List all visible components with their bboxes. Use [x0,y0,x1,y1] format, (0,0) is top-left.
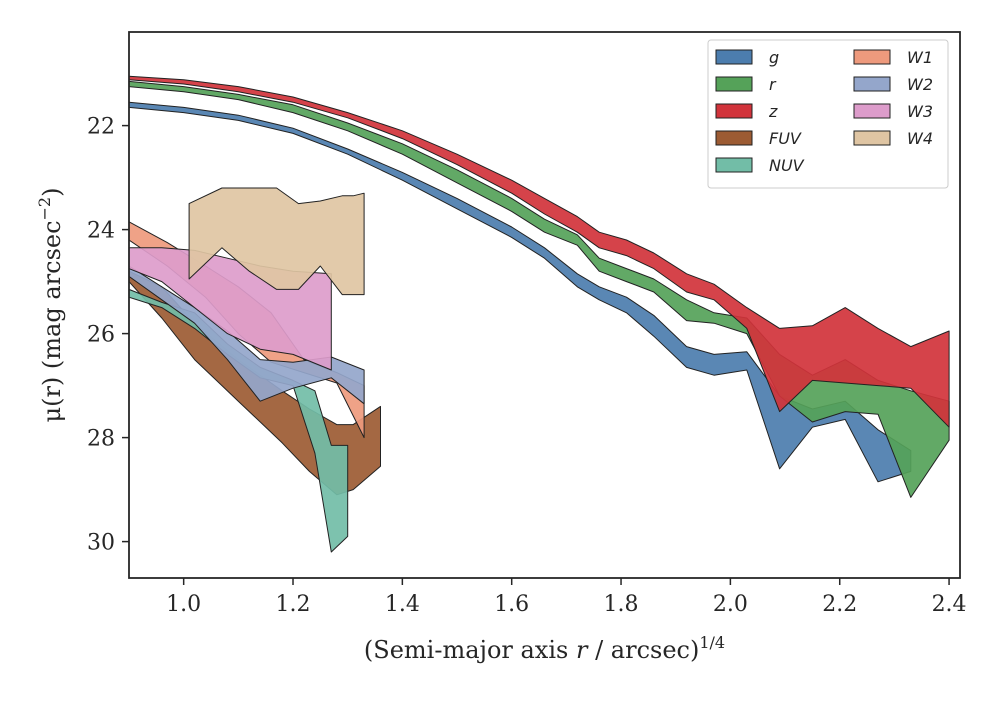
legend-swatch-r [715,76,753,92]
x-tick-label: 1.4 [385,592,420,617]
legend-label-nuv: NUV [769,156,805,175]
legend-swatch-w3 [853,103,891,119]
legend-swatch-w4 [853,130,891,146]
x-tick-label: 1.2 [276,592,311,617]
legend-swatch-w2 [853,76,891,92]
x-tick-label: 2.4 [932,592,967,617]
y-axis-label: μ(r) (mag arcsec−2) [35,188,66,423]
y-tick-label: 22 [87,115,115,140]
legend: grz FUV NUV W1 W2 W3 W4 [707,39,949,189]
legend-label-w4: W4 [907,129,933,148]
legend-swatch-nuv [715,157,753,173]
x-tick-label: 2.0 [713,592,748,617]
series-layer [129,75,950,553]
legend-label-r: r [769,75,777,94]
legend-label-w2: W2 [907,75,933,94]
plot-frame [128,31,961,579]
legend-label-z: z [768,102,778,121]
y-tick-label: 26 [87,323,115,348]
x-tick-label: 1.6 [494,592,529,617]
x-tick-label: 2.2 [822,592,857,617]
band-r [129,80,950,498]
legend-label-fuv: FUV [769,129,802,148]
legend-swatch-g [715,49,753,65]
y-tick-label: 24 [87,219,115,244]
band-z [129,75,950,428]
legend-swatch-fuv [715,130,753,146]
x-tick-label: 1.0 [166,592,201,617]
y-tick-label: 30 [87,531,115,556]
legend-label-g: g [769,48,779,67]
x-axis: 1.0 1.2 1.4 1.6 1.8 2.0 2.2 2.4 [166,578,967,617]
y-axis: 22 24 26 28 30 [87,115,129,556]
y-tick-label: 28 [87,427,115,452]
legend-label-w3: W3 [907,102,933,121]
x-tick-label: 1.8 [604,592,639,617]
legend-swatch-z [715,103,753,119]
legend-swatch-w1 [853,49,891,65]
x-axis-label: (Semi-major axis r / arcsec)1/4 [364,633,725,664]
legend-label-w1: W1 [907,48,933,67]
band-w4 [188,187,365,296]
